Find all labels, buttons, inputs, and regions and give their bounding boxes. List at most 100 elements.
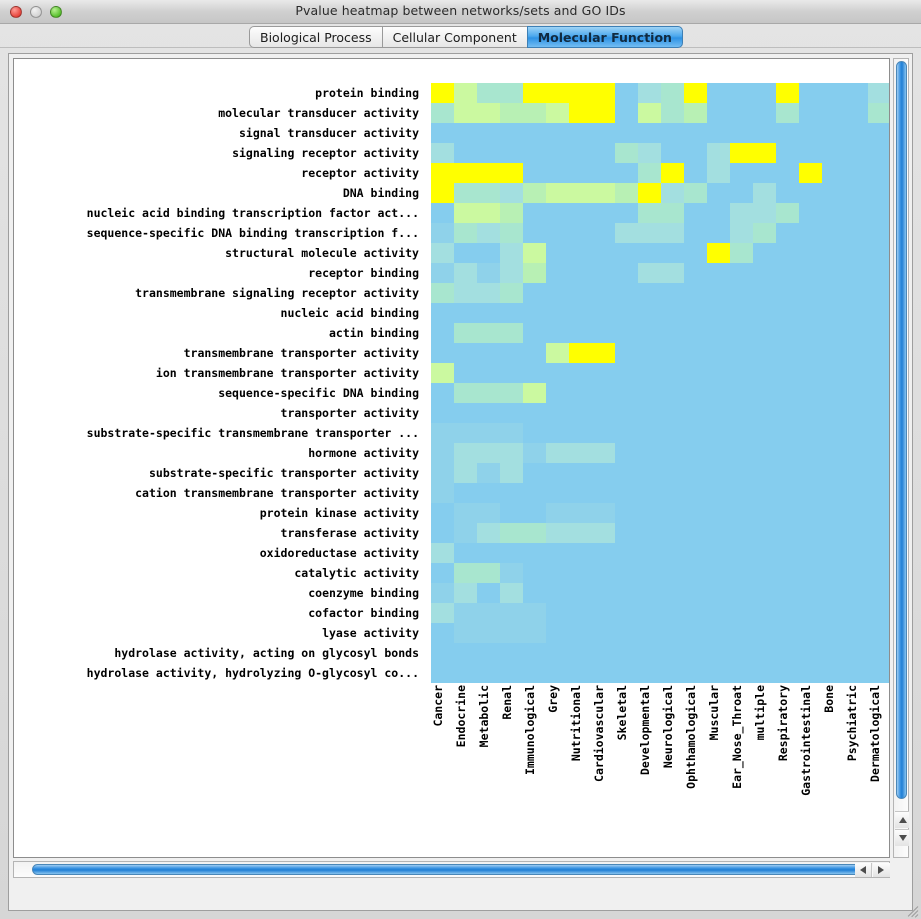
heatmap-cell[interactable] [431,123,454,143]
heatmap-cell[interactable] [638,663,661,683]
heatmap-cell[interactable] [730,263,753,283]
heatmap-cell[interactable] [776,263,799,283]
heatmap-cell[interactable] [707,263,730,283]
heatmap-cell[interactable] [707,383,730,403]
heatmap-cell[interactable] [477,663,500,683]
heatmap-cell[interactable] [799,263,822,283]
heatmap-cell[interactable] [569,123,592,143]
heatmap-cell[interactable] [592,263,615,283]
heatmap-cell[interactable] [776,643,799,663]
heatmap-cell[interactable] [822,103,845,123]
heatmap-cell[interactable] [523,603,546,623]
heatmap-cell[interactable] [799,163,822,183]
heatmap-cell[interactable] [753,223,776,243]
heatmap-cell[interactable] [730,363,753,383]
heatmap-cell[interactable] [592,663,615,683]
heatmap-cell[interactable] [753,103,776,123]
heatmap-cell[interactable] [546,383,569,403]
heatmap-cell[interactable] [730,603,753,623]
heatmap-cell[interactable] [868,523,889,543]
heatmap-cell[interactable] [753,583,776,603]
heatmap-cell[interactable] [454,383,477,403]
heatmap-cell[interactable] [500,663,523,683]
heatmap-cell[interactable] [845,343,868,363]
heatmap-cell[interactable] [523,143,546,163]
heatmap-cell[interactable] [845,583,868,603]
heatmap-cell[interactable] [753,483,776,503]
heatmap-cell[interactable] [615,663,638,683]
heatmap-cell[interactable] [661,123,684,143]
heatmap-cell[interactable] [592,443,615,463]
heatmap-cell[interactable] [546,283,569,303]
heatmap-cell[interactable] [845,303,868,323]
heatmap-cell[interactable] [477,523,500,543]
heatmap-cell[interactable] [523,403,546,423]
heatmap-cell[interactable] [799,183,822,203]
heatmap-cell[interactable] [822,223,845,243]
heatmap-cell[interactable] [592,223,615,243]
heatmap-cell[interactable] [546,423,569,443]
heatmap-cell[interactable] [661,483,684,503]
heatmap-cell[interactable] [615,323,638,343]
heatmap-cell[interactable] [868,543,889,563]
heatmap-cell[interactable] [477,443,500,463]
heatmap-cell[interactable] [799,423,822,443]
heatmap-cell[interactable] [523,83,546,103]
heatmap-cell[interactable] [661,503,684,523]
heatmap-cell[interactable] [431,323,454,343]
heatmap-cell[interactable] [454,323,477,343]
heatmap-cell[interactable] [684,243,707,263]
heatmap-cell[interactable] [730,663,753,683]
heatmap-cell[interactable] [822,123,845,143]
heatmap-cell[interactable] [454,143,477,163]
heatmap-cell[interactable] [799,223,822,243]
heatmap-cell[interactable] [845,603,868,623]
heatmap-cell[interactable] [431,523,454,543]
heatmap-cell[interactable] [546,223,569,243]
heatmap-cell[interactable] [431,283,454,303]
heatmap-cell[interactable] [799,203,822,223]
heatmap-cell[interactable] [753,403,776,423]
heatmap-cell[interactable] [776,303,799,323]
heatmap-cell[interactable] [615,623,638,643]
heatmap-cell[interactable] [776,343,799,363]
heatmap-cell[interactable] [638,623,661,643]
heatmap-cell[interactable] [569,323,592,343]
heatmap-cell[interactable] [592,343,615,363]
heatmap-cell[interactable] [868,463,889,483]
heatmap-cell[interactable] [500,103,523,123]
heatmap-cell[interactable] [661,523,684,543]
heatmap-cell[interactable] [684,563,707,583]
heatmap-cell[interactable] [615,283,638,303]
heatmap-cell[interactable] [569,243,592,263]
heatmap-cell[interactable] [707,363,730,383]
heatmap-cell[interactable] [546,403,569,423]
heatmap-cell[interactable] [638,603,661,623]
heatmap-cell[interactable] [661,243,684,263]
heatmap-cell[interactable] [615,363,638,383]
heatmap-cell[interactable] [776,163,799,183]
heatmap-cell[interactable] [822,343,845,363]
heatmap-cell[interactable] [822,463,845,483]
heatmap-cell[interactable] [776,143,799,163]
heatmap-cell[interactable] [661,203,684,223]
heatmap-cell[interactable] [684,103,707,123]
maximize-button[interactable] [50,6,62,18]
heatmap-cell[interactable] [753,263,776,283]
heatmap-cell[interactable] [776,123,799,143]
heatmap-cell[interactable] [799,343,822,363]
heatmap-cell[interactable] [868,583,889,603]
heatmap-cell[interactable] [776,443,799,463]
heatmap-cell[interactable] [661,83,684,103]
heatmap-cell[interactable] [776,183,799,203]
heatmap-cell[interactable] [431,183,454,203]
heatmap-cell[interactable] [454,223,477,243]
heatmap-cell[interactable] [500,643,523,663]
heatmap-cell[interactable] [431,403,454,423]
heatmap-cell[interactable] [845,483,868,503]
heatmap-cell[interactable] [684,423,707,443]
heatmap-cell[interactable] [730,583,753,603]
heatmap-cell[interactable] [868,123,889,143]
heatmap-cell[interactable] [638,563,661,583]
heatmap-cell[interactable] [500,463,523,483]
